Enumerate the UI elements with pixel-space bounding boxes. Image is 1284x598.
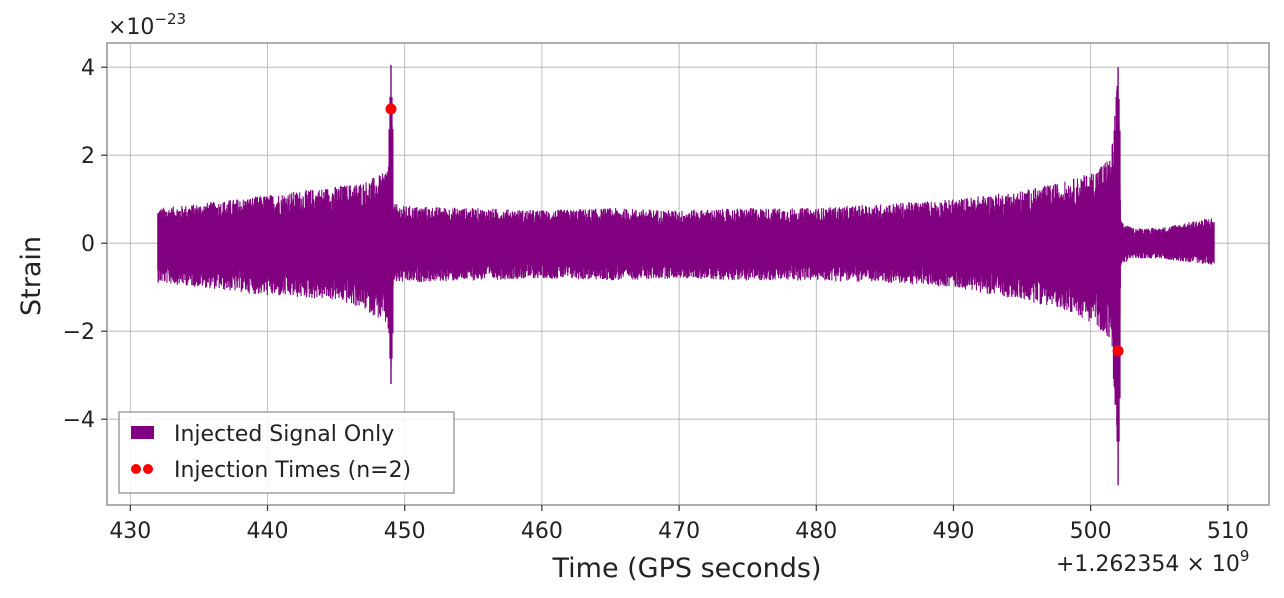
y-tick-label: 4 <box>81 56 95 81</box>
y-axis-multiplier: ×10−23 <box>108 10 186 40</box>
x-tick-label: 510 <box>1207 519 1249 544</box>
y-axis-ticks: −4 −2 0 2 4 <box>63 56 107 433</box>
x-tick-label: 440 <box>247 519 289 544</box>
x-tick-label: 450 <box>384 519 426 544</box>
x-tick-label: 480 <box>795 519 837 544</box>
y-axis-title: Strain <box>16 236 47 316</box>
legend-label-strain: Injected Signal Only <box>174 422 394 447</box>
legend-marker-injection <box>131 464 141 474</box>
legend-label-injection: Injection Times (n=2) <box>174 458 411 483</box>
x-axis-offset: +1.262354 × 109 <box>1056 547 1249 577</box>
injection-point <box>385 103 397 115</box>
x-tick-label: 460 <box>521 519 563 544</box>
x-axis-ticks: 430 440 450 460 470 480 490 500 510 <box>109 505 1249 544</box>
x-axis-title: Time (GPS seconds) <box>551 553 821 584</box>
injection-points <box>385 103 1124 357</box>
legend: Injected Signal Only Injection Times (n=… <box>118 411 455 494</box>
plot-frame <box>106 42 1270 506</box>
strain-trace <box>157 85 1215 459</box>
x-tick-label: 500 <box>1070 519 1112 544</box>
x-tick-label: 490 <box>932 519 974 544</box>
x-tick-label: 430 <box>109 519 151 544</box>
y-tick-label: 2 <box>81 144 95 169</box>
x-tick-label: 470 <box>658 519 700 544</box>
y-tick-label: 0 <box>81 232 95 257</box>
y-tick-label: −2 <box>63 320 95 345</box>
legend-swatch-strain <box>131 426 154 439</box>
injection-point <box>1112 345 1124 357</box>
y-tick-label: −4 <box>63 408 95 433</box>
legend-box <box>118 411 455 494</box>
legend-marker-injection <box>143 464 153 474</box>
